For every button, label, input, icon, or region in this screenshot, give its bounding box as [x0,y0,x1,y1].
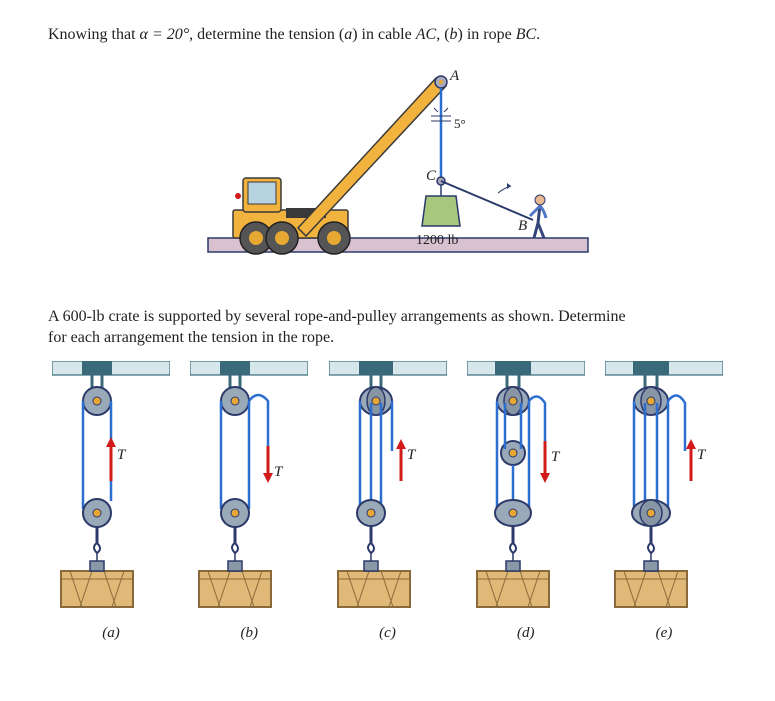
top-pulley [83,375,111,415]
figure1: 5° 1200 lb A C B [48,58,727,278]
load-label: 1200 lb [416,233,458,248]
labelA: A [449,68,460,84]
problem2-text: A 600-lb crate is supported by several r… [48,306,648,349]
fig2b: T [190,361,308,621]
fig2d: T [467,361,585,621]
crate [338,553,410,607]
figure2: T [48,361,727,621]
fig2a: T [52,361,170,621]
T-arrowhead [106,437,116,447]
movable-pulley [495,500,531,553]
labelB: B [518,218,527,234]
T-label: T [117,447,127,463]
alpha-arrowhead [507,183,511,189]
angle5: 5° [454,116,466,131]
crate [199,553,271,607]
fig2c: T [329,361,447,621]
figure2-labels: (a) (b) (c) (d) (e) [48,625,727,642]
rope-free [529,396,545,461]
T-arrowhead [540,473,550,483]
T-label: T [697,447,707,463]
crate [477,553,549,607]
bracket [495,361,531,375]
p1-alpha: α = 20° [140,26,190,43]
top-pulley [360,375,392,415]
bracket [220,361,250,375]
p1-a: a [344,26,352,43]
p2-text: A 600-lb crate is supported by several r… [48,308,626,347]
rope-free [668,395,685,451]
bracket [359,361,393,375]
p1-mid: , determine the tension ( [189,26,344,43]
p1-prefix: Knowing that [48,26,140,43]
rope-over [249,395,268,421]
telehandler [233,178,350,254]
T-arrowhead [686,439,696,449]
p1-AC: AC [416,26,436,43]
p1-period: . [536,26,540,43]
problem1-text: Knowing that α = 20°, determine the tens… [48,24,648,46]
T-arrowhead [263,473,273,483]
T-arrowhead [396,439,406,449]
top-pulley [221,375,249,415]
load-crate [422,185,460,226]
p1-mid2: ) in cable [352,26,416,43]
label-b: (b) [190,625,308,642]
T-label: T [274,464,284,480]
label-d: (d) [467,625,585,642]
p1-end: ) in rope [458,26,516,43]
label-c: (c) [329,625,447,642]
label-e: (e) [605,625,723,642]
top-pulley [497,375,529,415]
figure1-svg: 5° 1200 lb A C B [178,58,598,278]
T-label: T [407,447,417,463]
movable-pulley [221,499,249,553]
p1-b: b [450,26,458,43]
movable-pulley [632,500,670,553]
bracket [633,361,669,375]
crate [615,553,687,607]
label-a: (a) [52,625,170,642]
movable-pulley [357,500,385,553]
bracket [82,361,112,375]
p1-BC: BC [516,26,536,43]
labelC: C [426,168,437,184]
movable-pulley [83,499,111,553]
T-label: T [551,449,561,465]
crate [61,553,133,607]
top-pulley [634,375,668,415]
fig2e: T [605,361,723,621]
person [530,195,546,238]
p1-mid3: , ( [436,26,449,43]
